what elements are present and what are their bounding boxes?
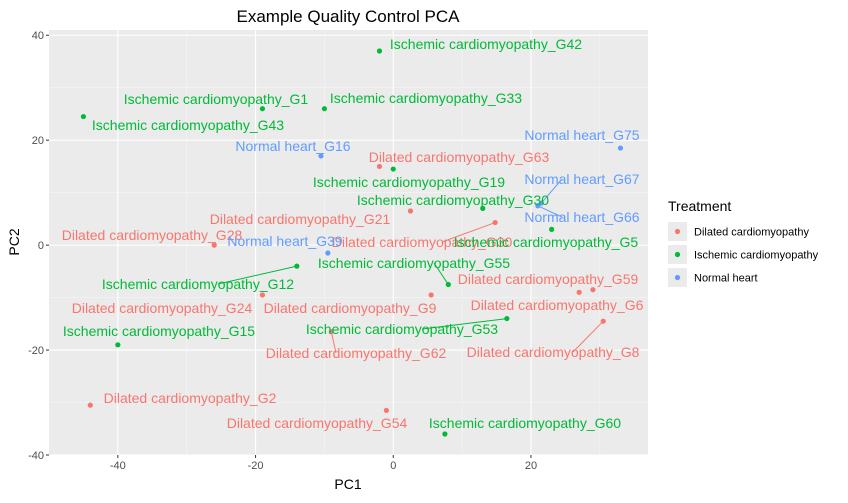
- label-connector: [217, 265, 297, 285]
- plot-panel: [49, 30, 648, 455]
- point-label: Ischemic cardiomyopathy_G5: [454, 234, 639, 250]
- point-label: Dilated cardiomyopathy_G2: [104, 390, 277, 406]
- data-point: [407, 208, 414, 214]
- data-point: [480, 205, 486, 211]
- legend: Treatment Dilated cardiomyopathy Ischemic…: [668, 198, 819, 287]
- data-point: [115, 342, 121, 348]
- point-label: Ischemic cardiomyopathy_G12: [102, 276, 294, 292]
- data-point: [259, 106, 266, 112]
- point-label: Normal heart_G66: [524, 209, 639, 225]
- data-point: [259, 292, 266, 298]
- y-tick-label: -40: [28, 450, 44, 462]
- data-point: [492, 219, 498, 226]
- data-point: [390, 166, 396, 172]
- label-connector: [433, 262, 449, 285]
- y-axis-title: PC2: [6, 228, 22, 255]
- point-label: Dilated cardiomyopathy_G21: [210, 211, 391, 227]
- x-axis-ticks: -40 -20 0 20: [110, 455, 537, 472]
- data-point: [617, 145, 624, 151]
- data-points: [80, 48, 624, 437]
- label-connector: [572, 320, 604, 353]
- data-point: [318, 153, 324, 159]
- point-label: Dilated cardiomyopathy_G59: [458, 271, 639, 287]
- point-labels: Dilated cardiomyopathy_G63 Dilated cardio…: [62, 36, 644, 431]
- point-label: Ischemic cardiomyopathy_G33: [330, 90, 522, 106]
- point-label: Dilated cardiomyopathy_G24: [72, 300, 253, 316]
- data-point: [211, 242, 217, 248]
- point-label: Dilated cardiomyopathy_G9: [264, 300, 437, 316]
- y-tick-label: 0: [38, 240, 44, 252]
- y-tick-label: 40: [32, 30, 44, 42]
- point-label: Ischemic cardiomyopathy_G55: [318, 255, 510, 271]
- data-point: [590, 287, 596, 293]
- point-label: Normal heart_G75: [524, 127, 639, 143]
- data-point: [325, 250, 331, 256]
- data-point: [321, 106, 328, 112]
- data-point: [294, 263, 300, 269]
- legend-marker: [674, 274, 681, 281]
- point-label: Ischemic cardiomyopathy_G19: [313, 174, 505, 190]
- data-point: [535, 203, 541, 209]
- x-tick-label: 0: [390, 460, 396, 472]
- legend-label: Ischemic cardiomyopathy: [694, 250, 819, 262]
- legend-label: Normal heart: [694, 273, 758, 285]
- point-label: Dilated cardiomyopathy_G62: [266, 345, 447, 361]
- data-point: [445, 281, 451, 288]
- data-point: [328, 329, 334, 335]
- data-point: [442, 431, 448, 437]
- y-tick-label: 20: [32, 135, 44, 147]
- point-label: Ischemic cardiomyopathy_G60: [429, 415, 621, 431]
- point-label: Normal heart_G67: [524, 171, 639, 187]
- label-connector: [540, 178, 563, 204]
- data-point: [428, 292, 434, 298]
- y-tick-label: -20: [28, 345, 44, 357]
- point-label: Ischemic cardiomyopathy_G42: [390, 36, 582, 52]
- data-point: [600, 318, 606, 324]
- label-connectors: [217, 178, 604, 354]
- point-label: Ischemic cardiomyopathy_G15: [63, 323, 255, 339]
- data-point: [87, 402, 93, 408]
- point-label: Dilated cardiomyopathy_G30: [332, 234, 513, 250]
- label-connector: [537, 205, 563, 218]
- grid-lines: [49, 30, 648, 456]
- point-label: Normal heart_G39: [227, 233, 342, 249]
- point-label: Ischemic cardiomyopathy_G53: [306, 321, 498, 337]
- data-point: [376, 48, 383, 54]
- x-tick-label: -40: [110, 460, 126, 472]
- label-connector: [421, 318, 507, 330]
- point-label: Ischemic cardiomyopathy_G30: [357, 192, 549, 208]
- data-point: [549, 226, 555, 232]
- point-label: Ischemic cardiomyopathy_G1: [124, 91, 309, 107]
- data-point: [376, 163, 383, 170]
- label-connector: [441, 222, 496, 243]
- point-label: Normal heart_G16: [235, 138, 350, 154]
- label-connector: [330, 331, 337, 354]
- point-label: Dilated cardiomyopathy_G28: [62, 227, 243, 243]
- y-axis-ticks: 40 20 0 -20 -40: [28, 30, 49, 462]
- data-point: [383, 407, 389, 414]
- data-point: [576, 289, 582, 295]
- legend-label: Dilated cardiomyopathy: [694, 227, 809, 239]
- legend-marker: [674, 228, 681, 235]
- point-label: Dilated cardiomyopathy_G54: [227, 415, 408, 431]
- point-label: Dilated cardiomyopathy_G63: [369, 149, 550, 165]
- point-label: Ischemic cardiomyopathy_G43: [92, 117, 284, 133]
- x-axis-title: PC1: [334, 476, 361, 492]
- chart-title: Example Quality Control PCA: [237, 7, 461, 26]
- x-tick-label: -20: [248, 460, 264, 472]
- x-tick-label: 20: [525, 460, 537, 472]
- legend-title: Treatment: [668, 198, 731, 214]
- point-label: Dilated cardiomyopathy_G8: [467, 344, 640, 360]
- data-point: [504, 315, 510, 322]
- legend-marker: [674, 251, 681, 258]
- data-point: [80, 113, 87, 120]
- point-label: Dilated cardiomyopathy_G6: [471, 297, 644, 313]
